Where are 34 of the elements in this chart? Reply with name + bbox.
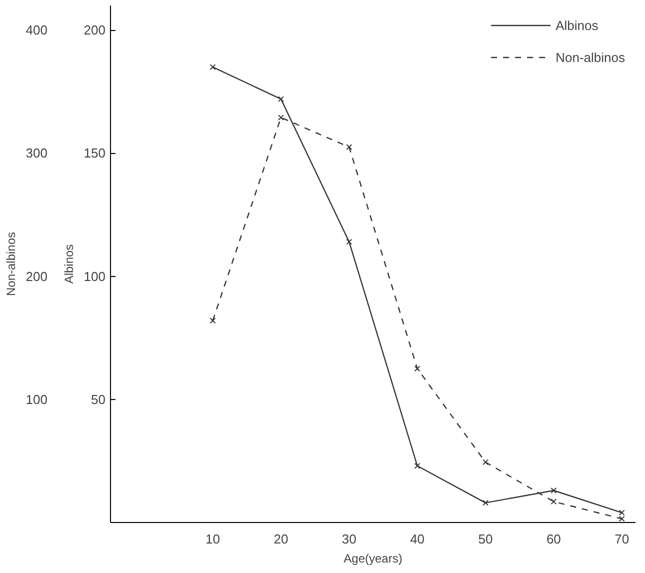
point: [414, 462, 420, 469]
point: [618, 510, 625, 516]
point: [346, 144, 352, 150]
point: [618, 516, 625, 522]
point: [482, 500, 488, 506]
point: [278, 96, 284, 102]
y-tick-label: 50: [91, 392, 106, 407]
x-tick-label: 50: [478, 532, 493, 546]
x-tick-label: 30: [342, 532, 356, 546]
y2-tick-label: 400: [26, 22, 48, 38]
y2-tick-label: 200: [26, 268, 48, 284]
x-tick-label: 70: [614, 532, 630, 546]
y2-tick-label: 100: [26, 392, 48, 407]
point: [550, 498, 557, 505]
point: [210, 318, 216, 324]
point: [346, 238, 352, 245]
point: [550, 488, 557, 494]
point: [414, 366, 420, 372]
x-tick-label: 60: [546, 532, 561, 546]
x-tick-label: 10: [206, 532, 220, 546]
y-axis-title: Albinos: [62, 244, 76, 284]
y-tick-label: 100: [84, 268, 106, 284]
legend-label: Albinos: [556, 18, 598, 32]
y-tick-label: 150: [84, 146, 106, 161]
point: [482, 459, 488, 466]
point: [210, 64, 216, 70]
y2-tick-label: 300: [26, 146, 48, 161]
x-axis-title: Age(years): [344, 552, 402, 566]
x-tick-label: 20: [274, 532, 288, 546]
x-tick-label: 40: [410, 532, 425, 546]
y2-axis-title: Non-albinos: [4, 232, 18, 296]
legend-label: Non-albinos: [556, 50, 625, 64]
point: [278, 114, 284, 120]
y-tick-label: 200: [84, 22, 106, 38]
